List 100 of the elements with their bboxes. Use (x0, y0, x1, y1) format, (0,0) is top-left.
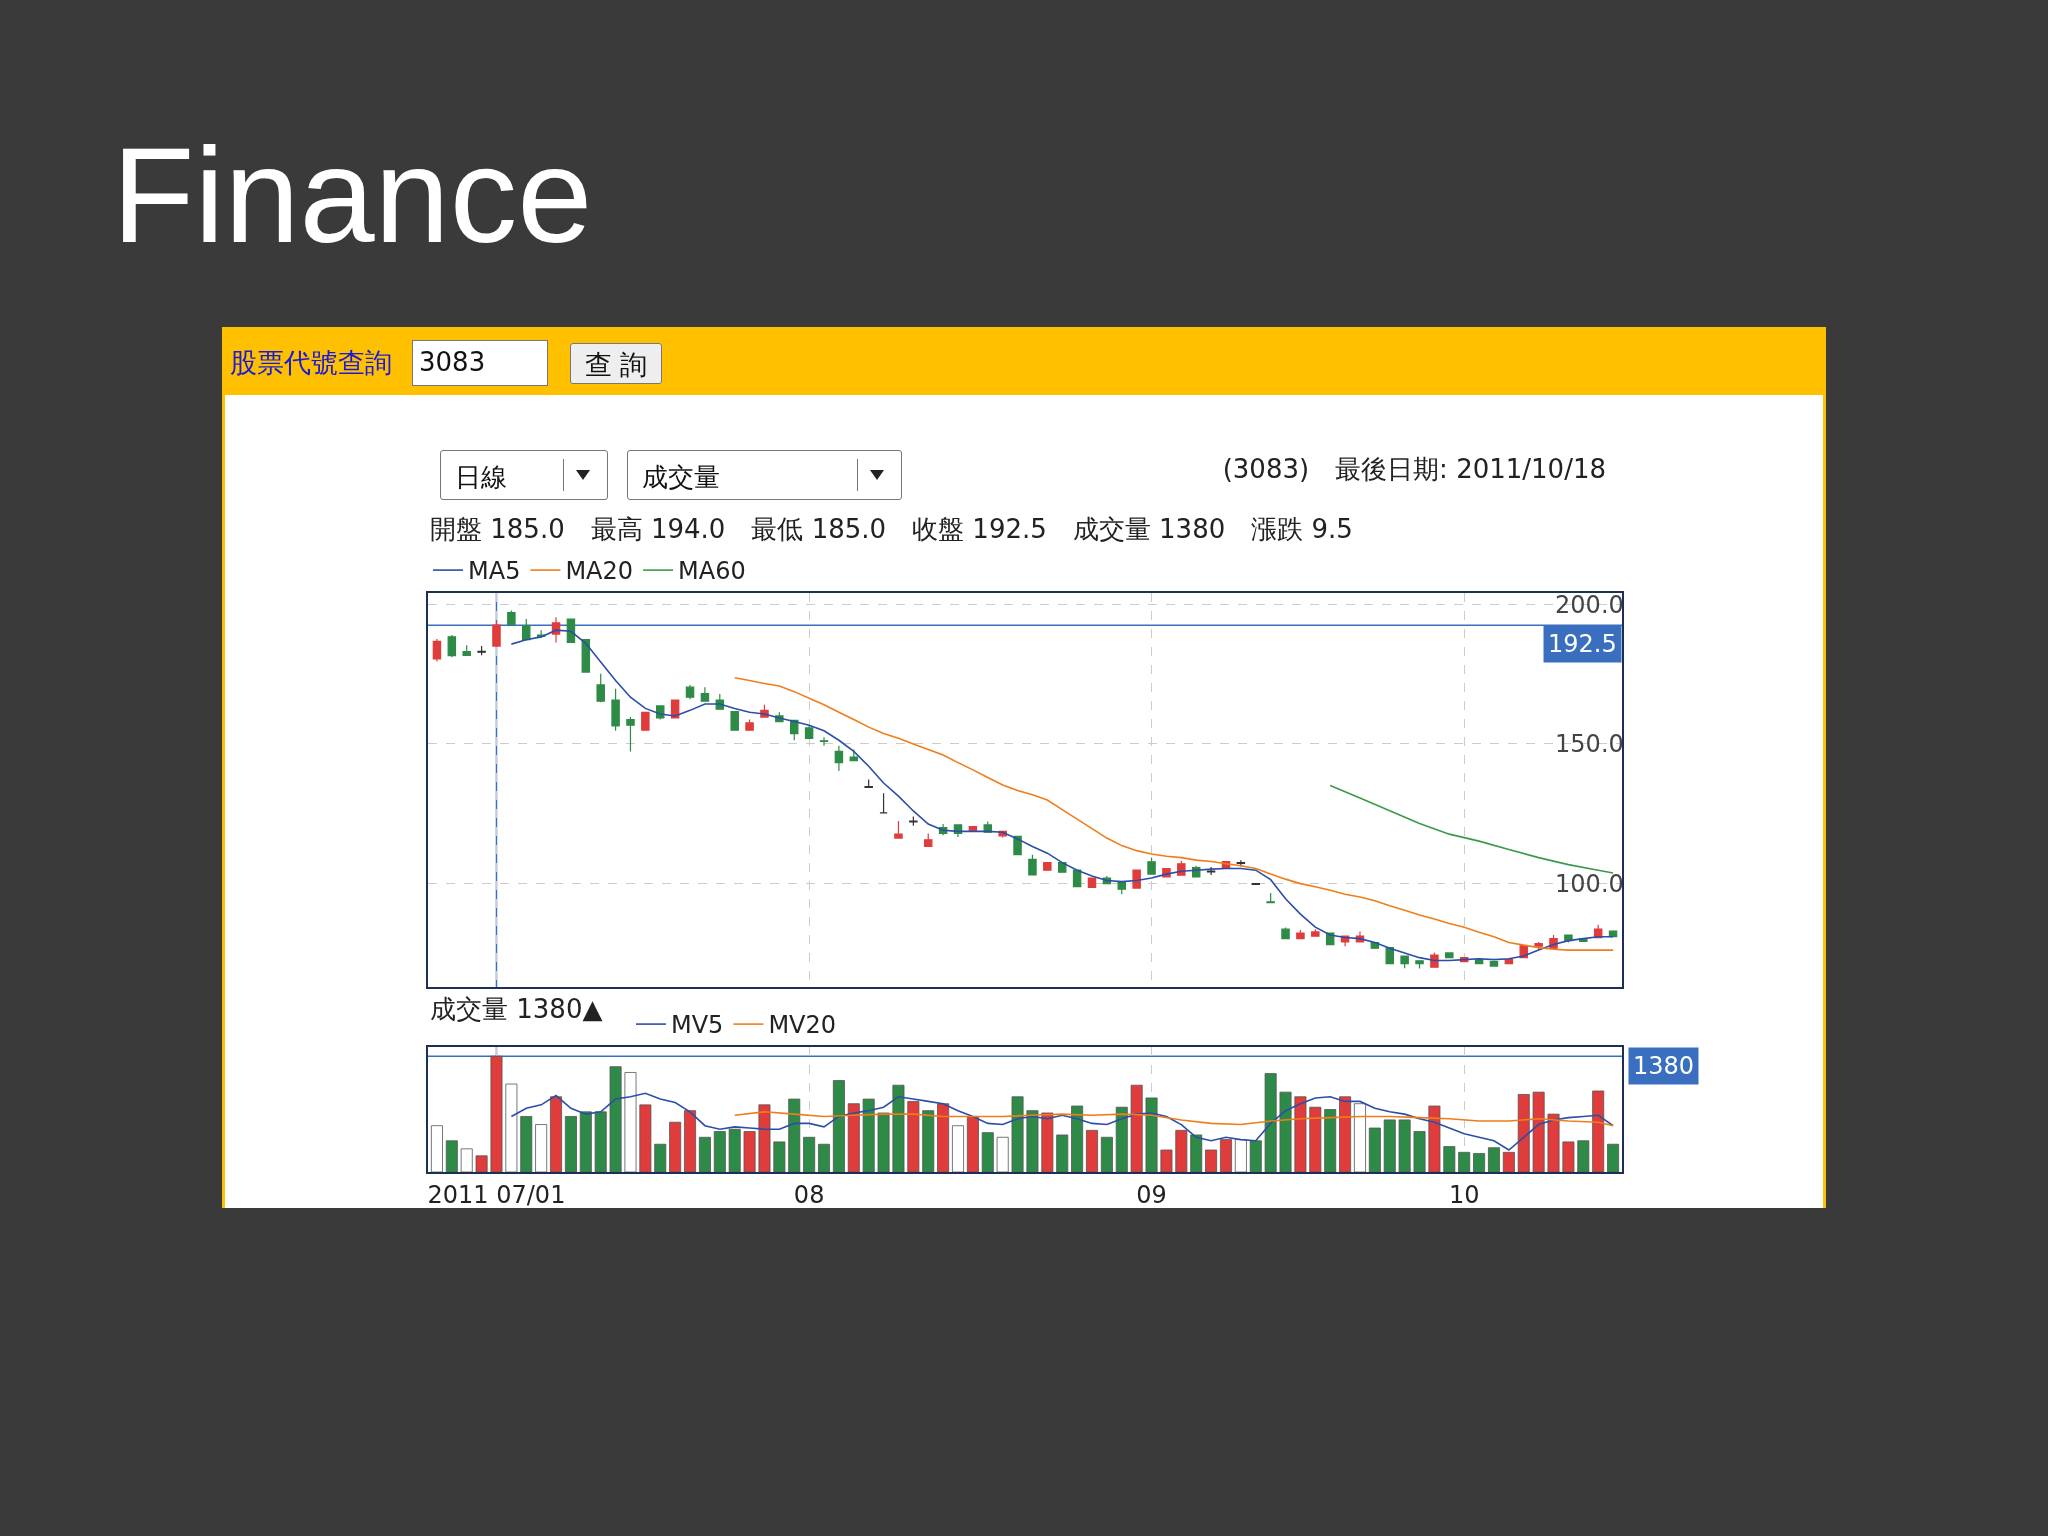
candlestick (789, 719, 799, 741)
bar (713, 1131, 726, 1172)
bar (1264, 1073, 1277, 1172)
candlestick (745, 718, 754, 731)
bar (892, 1084, 905, 1172)
text: (3083) 最後日期: 2011/10/18 (1222, 453, 1606, 486)
bar (1279, 1091, 1292, 1172)
candlestick (432, 638, 442, 663)
candlestick (1296, 929, 1305, 940)
bar (1309, 1106, 1322, 1172)
bar (1487, 1147, 1500, 1172)
candlestick (864, 778, 873, 789)
candlestick (849, 748, 859, 762)
bar (996, 1136, 1009, 1172)
candlestick (804, 725, 814, 739)
legend-label: MV5 (670, 1011, 724, 1040)
candlestick (1400, 955, 1409, 969)
bar (1190, 1134, 1203, 1172)
bar (937, 1103, 950, 1172)
bar (1041, 1112, 1054, 1172)
dropdown: 日線 (440, 450, 608, 500)
bar (594, 1111, 607, 1172)
candlestick (462, 644, 471, 656)
candlestick (596, 673, 605, 703)
bar (1502, 1151, 1515, 1172)
bar (1353, 1103, 1366, 1172)
bar (430, 1125, 443, 1172)
y-tick-label: 150.0 (1555, 730, 1624, 759)
bar (1473, 1153, 1486, 1172)
candlestick (1028, 854, 1037, 876)
bar (1115, 1106, 1128, 1172)
bar (564, 1116, 577, 1172)
text: 1380 (1633, 1052, 1695, 1080)
candlestick (923, 832, 933, 848)
bar (1145, 1097, 1158, 1172)
bar (758, 1104, 771, 1172)
bar (1220, 1139, 1232, 1172)
button: 查 詢 (570, 343, 662, 384)
bar (490, 1055, 503, 1172)
ref-line-label: 192.5 (1548, 630, 1617, 658)
bar (1205, 1149, 1218, 1172)
bar (1175, 1129, 1188, 1172)
chart-title: 開盤 185.0 最高 194.0 最低 185.0 收盤 192.5 成交量 1380 漲跌 9.5 (430, 513, 1353, 546)
bar (1234, 1139, 1247, 1172)
candlestick (879, 792, 888, 814)
candlestick (1236, 859, 1246, 868)
bar (1086, 1129, 1098, 1172)
x-tick-label: 08 (793, 1180, 825, 1209)
x-tick-label: 09 (1136, 1180, 1167, 1209)
bar (639, 1104, 652, 1172)
legend-label: MA20 (565, 557, 634, 586)
line-series (1329, 784, 1614, 874)
candlestick (1087, 877, 1097, 889)
bar (1413, 1131, 1426, 1172)
candlestick (641, 711, 650, 731)
bar (1547, 1113, 1560, 1172)
candlestick (492, 620, 501, 647)
candlestick (626, 716, 635, 753)
bar (1443, 1146, 1456, 1172)
candlestick (1385, 947, 1394, 965)
candlestick (730, 710, 739, 731)
bar (803, 1136, 816, 1172)
text-field: 3083 (412, 340, 548, 386)
bar (981, 1132, 994, 1172)
bar (773, 1141, 786, 1172)
legend-label: MA60 (678, 557, 746, 586)
bar (907, 1101, 920, 1172)
bar (624, 1072, 637, 1172)
candlestick (685, 684, 695, 700)
bar (862, 1098, 875, 1172)
bar (1458, 1151, 1471, 1172)
bar (1517, 1094, 1530, 1172)
bar (1368, 1127, 1381, 1172)
candlestick (1445, 952, 1454, 959)
bar (475, 1155, 488, 1172)
bar (1056, 1134, 1069, 1172)
bar (1592, 1090, 1605, 1172)
text: Finance (112, 119, 593, 273)
bar (698, 1136, 711, 1172)
bar (1130, 1084, 1143, 1172)
legend-label: MV20 (768, 1011, 837, 1040)
candlestick (834, 745, 844, 772)
bar (460, 1148, 473, 1172)
bar (1160, 1149, 1173, 1172)
candlestick (477, 645, 486, 656)
candlestick (447, 634, 457, 658)
bar (1383, 1119, 1396, 1172)
bar (520, 1116, 533, 1172)
candlestick (1281, 926, 1290, 940)
text: 股票代號查詢 (230, 346, 392, 380)
bar (1532, 1091, 1545, 1172)
bar (1324, 1109, 1337, 1172)
candlestick (819, 736, 829, 747)
bar (1428, 1105, 1441, 1172)
x-tick-label: 2011 07/01 (427, 1180, 566, 1209)
bar (1011, 1096, 1024, 1172)
bar (1071, 1105, 1084, 1172)
bar (728, 1128, 741, 1172)
bar (788, 1098, 801, 1172)
bar (922, 1110, 935, 1172)
